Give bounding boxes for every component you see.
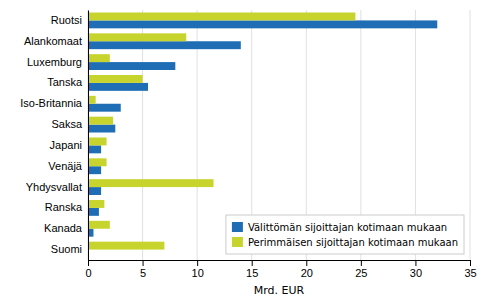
bar (88, 96, 96, 104)
bar (88, 20, 437, 28)
bar (88, 187, 101, 195)
legend-item: Välittömän sijoittajan kotimaan mukaan (232, 222, 447, 233)
tick: 5 (140, 260, 146, 279)
tick-label: 15 (246, 267, 258, 279)
tick-label: Yhdysvallat (26, 181, 82, 193)
tick-label: Venäjä (48, 160, 83, 172)
tick-label: Ranska (45, 201, 83, 213)
tick: 30 (410, 260, 422, 279)
tick: Japani (50, 139, 82, 151)
bar (88, 62, 175, 70)
bar (88, 75, 143, 83)
tick: Ruotsi (51, 14, 82, 26)
tick-label: 10 (192, 267, 204, 279)
tick-label: 5 (140, 267, 146, 279)
bar (88, 158, 107, 166)
series (88, 20, 437, 236)
tick: Tanska (47, 76, 83, 88)
tick: 20 (301, 260, 313, 279)
tick: 10 (192, 260, 204, 279)
legend-label: Välittömän sijoittajan kotimaan mukaan (248, 222, 447, 233)
series (88, 13, 355, 250)
grid (88, 10, 470, 260)
bar (88, 104, 121, 112)
bar (88, 54, 110, 62)
bar (88, 179, 214, 187)
bar (88, 13, 355, 21)
tick: Venäjä (48, 160, 83, 172)
grid-line (470, 10, 471, 260)
tick-label: Iso-Britannia (20, 97, 83, 109)
tick-mark (197, 260, 198, 266)
axis-line (88, 11, 89, 261)
tick-mark (470, 260, 471, 266)
tick: 0 (85, 260, 91, 279)
tick-label: Japani (50, 139, 82, 151)
bar (88, 145, 101, 153)
tick-label: Saksa (51, 118, 82, 130)
tick: Alankomaat (24, 35, 82, 47)
tick-label: 35 (464, 267, 476, 279)
bar (88, 41, 241, 49)
bars (88, 13, 437, 250)
tick: Luxemburg (27, 56, 82, 68)
tick: 25 (355, 260, 367, 279)
tick: Kanada (44, 222, 83, 234)
x-axis: 0 5 10 15 20 25 30 35 (85, 260, 476, 279)
bar (88, 221, 110, 229)
tick-mark (143, 260, 144, 266)
bar (88, 83, 148, 91)
tick: Iso-Britannia (20, 97, 83, 109)
legend-swatch (232, 222, 243, 232)
tick-label: Tanska (47, 76, 83, 88)
chart: 0 5 10 15 20 25 30 35 Ruotsi Alankomaat Luxemburg T… (0, 0, 488, 300)
tick: Ranska (45, 201, 83, 213)
tick-label: Suomi (51, 243, 82, 255)
legend-frame (226, 215, 464, 254)
tick: 35 (464, 260, 476, 279)
bar (88, 200, 104, 208)
tick-label: Kanada (44, 222, 83, 234)
bar (88, 138, 107, 146)
x-axis-title: Mrd. EUR (254, 284, 305, 297)
plot: 0 5 10 15 20 25 30 35 Ruotsi Alankomaat Luxemburg T… (20, 10, 476, 279)
bar (88, 208, 99, 216)
tick-mark (88, 260, 89, 266)
legend-swatch (232, 237, 243, 247)
tick-label: 0 (85, 267, 91, 279)
bar (88, 33, 186, 41)
tick-mark (361, 260, 362, 266)
legend: Välittömän sijoittajan kotimaan mukaan Pe… (226, 215, 464, 254)
tick-mark (415, 260, 416, 266)
tick: 15 (246, 260, 258, 279)
legend-label: Perimmäisen sijoittajan kotimaan mukaan (248, 237, 458, 248)
y-axis: Ruotsi Alankomaat Luxemburg Tanska Iso-Brita… (20, 11, 88, 261)
bar (88, 166, 101, 174)
tick: Saksa (51, 118, 82, 130)
bar (88, 242, 164, 250)
tick: Suomi (51, 243, 82, 255)
bar (88, 125, 115, 133)
grid-line (88, 10, 89, 260)
bar (88, 117, 113, 125)
tick-label: 20 (301, 267, 313, 279)
tick-label: Luxemburg (27, 56, 82, 68)
tick-label: 25 (355, 267, 367, 279)
tick: Yhdysvallat (26, 181, 82, 193)
tick-label: 30 (410, 267, 422, 279)
axis-line (89, 261, 471, 267)
tick-label: Alankomaat (24, 35, 82, 47)
tick-label: Ruotsi (51, 14, 82, 26)
tick-mark (306, 260, 307, 266)
legend-item: Perimmäisen sijoittajan kotimaan mukaan (232, 237, 458, 248)
tick-mark (252, 260, 253, 266)
